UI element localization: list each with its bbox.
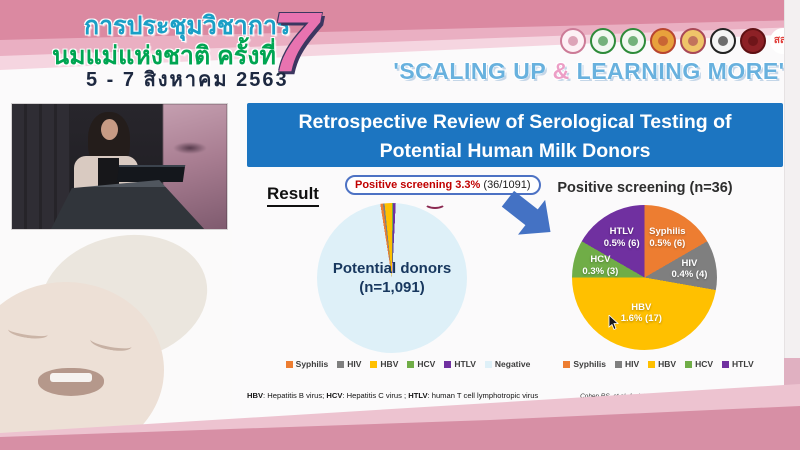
stage-wall: [12, 104, 70, 229]
positive-screening-callout: Positive screening 3.3% (36/1091): [345, 175, 541, 195]
legend-label: HBV: [658, 359, 677, 369]
legend-swatch: [285, 360, 293, 368]
legend-potential-donors: Syphilis HIV HBV HCV HTLV Negative: [278, 359, 538, 369]
pie-slice-label-hiv: HIV 0.4% (4): [671, 257, 708, 281]
pie-chart-positive-screening: Syphilis 0.5% (6) HIV 0.4% (4) HBV 1.6% (17) H…: [572, 205, 717, 350]
pie-slice-label-syphilis: Syphilis 0.5% (6): [649, 226, 686, 249]
legend-item-syphilis: Syphilis: [285, 359, 329, 369]
royal-emblem-gold: [680, 28, 706, 54]
legend-swatch: [337, 360, 345, 368]
legend-swatch: [370, 360, 378, 368]
conference-title-line1: การประชุมวิชาการ: [84, 12, 291, 40]
conference-slogan: 'SCALING UP & LEARNING MORE': [380, 58, 798, 85]
pie-slice-label-hcv: HCV 0.3% (3): [582, 253, 619, 277]
sponsor-logo-row: สสส: [560, 28, 796, 54]
pie-slice-label-htlv: HTLV 0.5% (6): [603, 226, 640, 249]
legend-swatch: [484, 360, 492, 368]
legend-swatch: [444, 360, 452, 368]
result-heading: Result: [267, 184, 319, 207]
conference-title-line2: นมแม่แห่งชาติ ครั้งที่: [52, 42, 276, 70]
slide-title: Retrospective Review of Serological Test…: [247, 103, 783, 167]
blue-arrow-icon: [485, 171, 575, 261]
green-medical-seal-2: [620, 28, 646, 54]
legend-swatch: [722, 360, 730, 368]
legend-label: HCV: [417, 359, 436, 369]
legend-label: HCV: [695, 359, 714, 369]
legend-label: HTLV: [732, 359, 754, 369]
legend-swatch: [685, 360, 693, 368]
slogan-ampersand: &: [552, 58, 570, 84]
baby-teeth: [50, 373, 92, 382]
legend-item-hcv: HCV: [407, 359, 435, 369]
mother-and-baby-logo: [560, 28, 586, 54]
dark-red-seal: [740, 28, 766, 54]
legend-item-negative: Negative: [484, 359, 531, 369]
right-margin-pink: [784, 358, 800, 406]
legend-swatch: [407, 360, 415, 368]
pie-slice-label-hbv: HBV 1.6% (17): [620, 301, 662, 325]
citation: Cohen RS, et al. Arch Dis Child Fetal Ne…: [580, 393, 783, 400]
slogan-suffix: LEARNING MORE': [569, 58, 785, 84]
conference-dates: 5 - 7 สิงหาคม 2563: [86, 69, 289, 91]
legend-item-htlv: HTLV: [444, 359, 476, 369]
slogan-prefix: 'SCALING UP: [393, 58, 553, 84]
legend-label: HTLV: [454, 359, 476, 369]
callout-detail: (36/1091): [480, 179, 531, 191]
legend-label: HBV: [380, 359, 399, 369]
pie-chart-potential-donors: Potential donors (n=1,091): [317, 203, 467, 353]
green-medical-seal-1: [590, 28, 616, 54]
legend-label: Syphilis: [295, 359, 329, 369]
legend-label: HIV: [624, 359, 640, 369]
legend-positive-screening: Syphilis HIV HBV HCV HTLV: [546, 359, 771, 369]
royal-emblem-orange: [650, 28, 676, 54]
callout-connector-arc: [424, 197, 446, 209]
baby-photo: [0, 230, 232, 450]
callout-highlight: Positive screening 3.3%: [355, 179, 481, 191]
donors-label-line2: (n=1,091): [359, 278, 425, 296]
right-margin-strip: [784, 0, 800, 450]
slide-title-line1: Retrospective Review of Serological Test…: [298, 111, 732, 133]
baby-smile: [38, 368, 104, 396]
potential-donors-label: Potential donors (n=1,091): [317, 260, 467, 298]
laptop: [116, 165, 186, 182]
presenter-video: [11, 103, 228, 230]
legend-label: HIV: [347, 359, 362, 369]
legend-item-hcv: HCV: [685, 359, 713, 369]
legend-label: Negative: [494, 359, 531, 369]
mouse-cursor-icon: [608, 314, 620, 336]
legend-item-hbv: HBV: [370, 359, 398, 369]
presenter-face: [101, 119, 118, 140]
legend-item-htlv: HTLV: [722, 359, 754, 369]
monochrome-seal: [710, 28, 736, 54]
donors-label-line1: Potential donors: [332, 260, 452, 277]
legend-item-hbv: HBV: [648, 359, 676, 369]
slide-title-line2: Potential Human Milk Donors: [379, 140, 651, 163]
legend-item-hiv: HIV: [337, 359, 361, 369]
legend-swatch: [648, 360, 656, 368]
legend-item-syphilis: Syphilis: [563, 359, 606, 369]
abbreviation-footnote: HBV: Hepatitis B virus; HCV: Hepatitis C…: [247, 391, 539, 400]
legend-swatch: [563, 360, 571, 368]
legend-swatch: [614, 360, 622, 368]
legend-label: Syphilis: [573, 359, 606, 369]
positive-screening-title: Positive screening (n=36): [557, 180, 733, 196]
conference-number: 7: [272, 0, 319, 89]
legend-item-hiv: HIV: [614, 359, 640, 369]
